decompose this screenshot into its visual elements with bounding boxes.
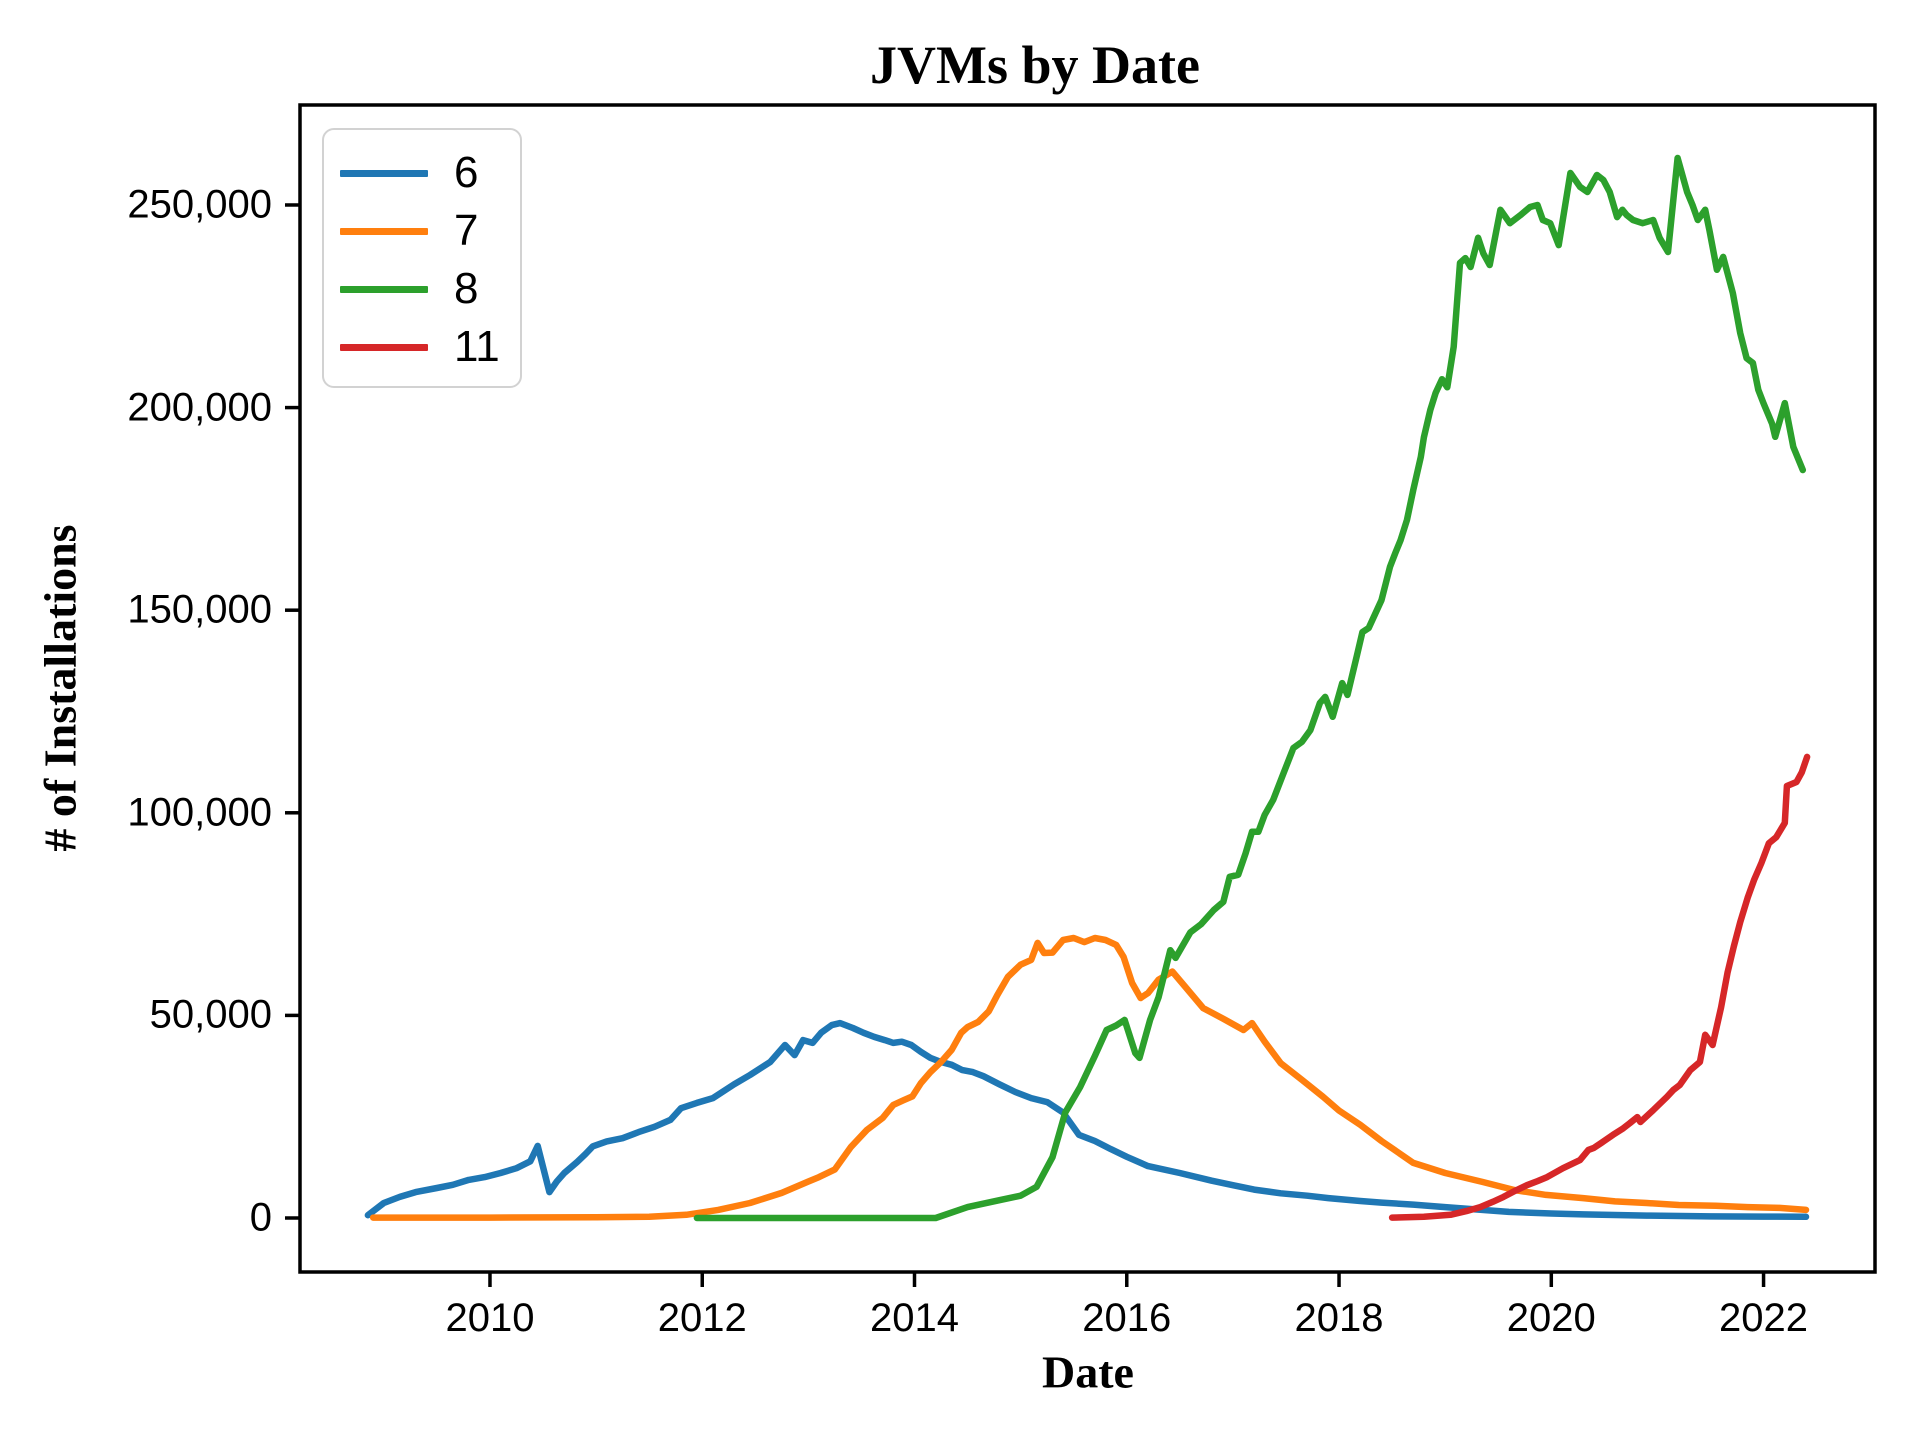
legend-entry-11: 11 <box>324 318 520 376</box>
legend-label: 7 <box>454 206 479 255</box>
legend-line-swatch <box>340 227 428 235</box>
x-tick-label: 2022 <box>1719 1296 1809 1340</box>
y-tick-label: 100,000 <box>127 790 272 835</box>
legend-line-swatch <box>340 169 428 177</box>
legend-label: 11 <box>454 322 500 371</box>
y-tick-label: 0 <box>249 1195 272 1240</box>
legend-entry-6: 6 <box>324 144 520 202</box>
legend-label: 6 <box>454 148 479 197</box>
legend-entry-7: 7 <box>324 202 520 260</box>
x-tick-label: 2012 <box>657 1296 747 1340</box>
chart-title: JVMs by Date <box>870 35 1200 95</box>
x-tick-label: 2020 <box>1506 1296 1596 1340</box>
legend-line-swatch <box>340 285 428 293</box>
plot-frame <box>298 103 1877 1274</box>
x-tick-label: 2016 <box>1082 1296 1172 1340</box>
legend-line-swatch <box>340 343 428 351</box>
series-line-11 <box>1388 753 1811 1221</box>
y-tick-label: 200,000 <box>127 385 272 430</box>
series-line-8 <box>693 154 1807 1222</box>
x-axis-label: Date <box>1042 1346 1134 1398</box>
legend-entry-8: 8 <box>324 260 520 318</box>
series-line-6 <box>364 1019 1810 1221</box>
series-line-7 <box>369 934 1810 1221</box>
legend-label: 8 <box>454 264 479 313</box>
x-tick-label: 2014 <box>870 1296 959 1340</box>
y-tick-label: 150,000 <box>127 587 272 632</box>
y-tick-label: 250,000 <box>127 182 272 227</box>
y-tick-label: 50,000 <box>149 992 272 1037</box>
chart-legend: 6 7 8 11 <box>322 128 522 388</box>
x-tick-label: 2018 <box>1294 1296 1384 1340</box>
x-tick-label: 2010 <box>445 1296 535 1340</box>
